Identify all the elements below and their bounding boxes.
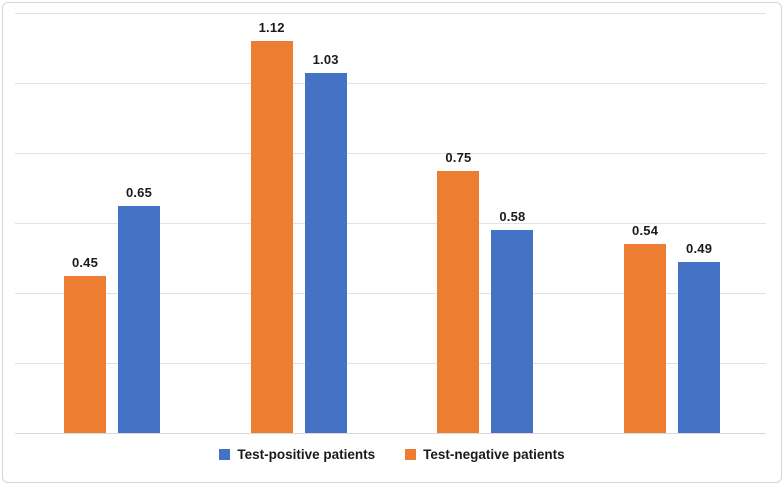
bar-data-label: 0.58 [499, 209, 526, 224]
bar-test-positive-patients-group-4 [678, 261, 721, 433]
gridline [15, 153, 766, 154]
bar-data-label: 0.45 [71, 254, 99, 270]
bar-test-positive-patients-group-3 [491, 230, 534, 433]
bar-test-negative-patients-group-4 [624, 244, 667, 433]
gridline [15, 363, 766, 364]
x-axis-line [15, 433, 766, 434]
bar-test-positive-patients-group-2 [304, 72, 347, 433]
legend-swatch-icon [219, 449, 231, 460]
legend-label: Test-negative patients [423, 447, 565, 462]
gridline [15, 293, 766, 294]
legend-label: Test-positive patients [237, 447, 376, 462]
bar-test-negative-patients-group-1 [64, 275, 106, 433]
gridline [15, 223, 766, 224]
legend-swatch-icon [405, 449, 417, 460]
bar-data-label: 0.75 [445, 149, 472, 165]
bar-test-negative-patients-group-2 [250, 41, 293, 433]
bar-data-label: 1.12 [258, 20, 285, 35]
bar-data-label: 1.03 [312, 51, 339, 67]
gridline [15, 83, 766, 84]
bar-data-label: 0.54 [632, 223, 659, 238]
gridline [15, 13, 766, 14]
bar-test-positive-patients-group-1 [118, 205, 160, 433]
legend: Test-positive patients Test-negative pati… [0, 447, 784, 462]
bar-test-negative-patients-group-3 [437, 170, 480, 433]
legend-item-test-positive-patients: Test-positive patients [219, 447, 375, 462]
bar-data-label: 0.65 [125, 184, 153, 200]
bar-data-label: 0.49 [686, 240, 713, 256]
legend-item-test-negative-patients: Test-negative patients [405, 447, 565, 462]
